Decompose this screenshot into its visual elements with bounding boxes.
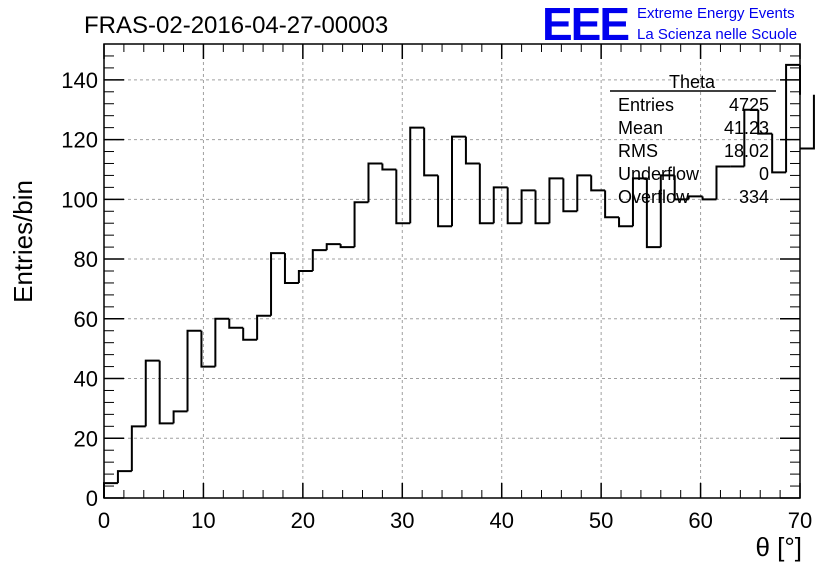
x-axis-label: θ [°] (755, 532, 802, 562)
histogram-bin (409, 126, 425, 224)
histogram-bin (492, 186, 508, 224)
histogram-bin (478, 163, 494, 225)
histogram-bin (270, 252, 285, 316)
x-tick-label: 70 (788, 508, 812, 533)
eee-logo: EEE Extreme Energy Events La Scienza nel… (542, 0, 797, 50)
histogram-bin (590, 175, 606, 192)
histogram-bin (785, 63, 800, 173)
stats-title: Theta (669, 72, 716, 92)
histogram-bin (618, 217, 633, 228)
histogram-bin (576, 174, 592, 212)
histogram-bin (715, 165, 731, 200)
x-tick-label: 50 (589, 508, 613, 533)
stats-label-rms: RMS (618, 141, 658, 161)
histogram-bin (534, 190, 550, 225)
histogram-bin (520, 189, 536, 224)
y-axis-label: Entries/bin (8, 180, 38, 303)
histogram-bin (297, 270, 313, 283)
histogram-bin (381, 163, 397, 171)
histogram-bin (353, 201, 369, 248)
histogram-bin (645, 178, 661, 249)
y-tick-label: 100 (61, 187, 98, 212)
histogram-bin (757, 109, 773, 135)
histogram-bin (548, 177, 564, 224)
histogram-bin (771, 133, 787, 174)
histogram-bin (103, 482, 118, 498)
x-tick-label: 0 (98, 508, 110, 533)
histogram-bin (339, 244, 355, 249)
y-tick-label: 80 (74, 247, 98, 272)
stats-value-mean: 41.23 (724, 118, 769, 138)
stats-label-mean: Mean (618, 118, 663, 138)
histogram-bars (103, 63, 815, 498)
histogram-bin (130, 425, 146, 472)
histogram-bin (800, 94, 815, 150)
histogram-bin (200, 330, 216, 368)
histogram-bin (631, 177, 647, 227)
histogram-bin (256, 314, 272, 340)
histogram-bin (158, 360, 174, 425)
histogram-bin (172, 410, 188, 424)
y-tick-label: 0 (86, 486, 98, 511)
y-tick-label: 40 (74, 367, 98, 392)
chart-title: FRAS-02-2016-04-27-00003 (84, 12, 388, 39)
histogram-bin (116, 470, 132, 484)
histogram-bin (743, 108, 759, 167)
grid-lines (104, 44, 800, 498)
histogram-bin (242, 327, 258, 341)
y-tick-label: 60 (74, 307, 98, 332)
histogram-bin (214, 317, 230, 367)
stats-label-entries: Entries (618, 95, 674, 115)
x-tick-label: 20 (291, 508, 315, 533)
histogram-bin (228, 318, 244, 329)
histogram-bin (451, 135, 466, 227)
y-tick-label: 140 (61, 68, 98, 93)
histogram-bin (423, 127, 439, 177)
logo-mark: EEE (542, 0, 628, 50)
histogram-bin (367, 162, 383, 203)
x-tick-label: 30 (390, 508, 414, 533)
histogram-bin (464, 136, 480, 165)
histogram-bin (395, 169, 411, 225)
logo-line-2: La Scienza nelle Scuole (637, 26, 797, 43)
histogram-bin (311, 249, 327, 271)
histogram-bin (144, 359, 160, 427)
stats-value-underflow: 0 (759, 164, 769, 184)
axis-ticks (103, 43, 801, 499)
stats-value-rms: 18.02 (724, 141, 769, 161)
y-tick-labels: 0 20 40 60 80 100 120 140 (61, 68, 98, 511)
y-tick-label: 20 (74, 426, 98, 451)
histogram-bin (325, 243, 341, 251)
histogram-bin (283, 253, 299, 284)
histogram-bin (673, 175, 689, 201)
histogram-bin (437, 175, 452, 228)
stats-box: Theta Entries 4725 Mean 41.23 RMS 18.02 … (610, 72, 776, 207)
x-tick-label: 60 (688, 508, 712, 533)
logo-line-1: Extreme Energy Events (637, 5, 795, 22)
stats-label-underflow: Underflow (618, 164, 700, 184)
histogram-bin (604, 190, 620, 219)
stats-value-overflow: 334 (739, 187, 769, 207)
plot-frame (103, 43, 801, 499)
histogram-bin (186, 329, 202, 412)
histogram-bin (701, 196, 717, 201)
y-tick-label: 120 (61, 128, 98, 153)
x-tick-labels: 0 10 20 30 40 50 60 70 (98, 508, 812, 533)
histogram-bin (506, 187, 522, 225)
histogram-bin (562, 178, 578, 213)
x-tick-label: 40 (489, 508, 513, 533)
histogram-bin (687, 195, 703, 200)
stats-label-overflow: Overflow (618, 187, 690, 207)
x-tick-label: 10 (191, 508, 215, 533)
histogram-bin (659, 174, 675, 248)
stats-value-entries: 4725 (729, 95, 769, 115)
